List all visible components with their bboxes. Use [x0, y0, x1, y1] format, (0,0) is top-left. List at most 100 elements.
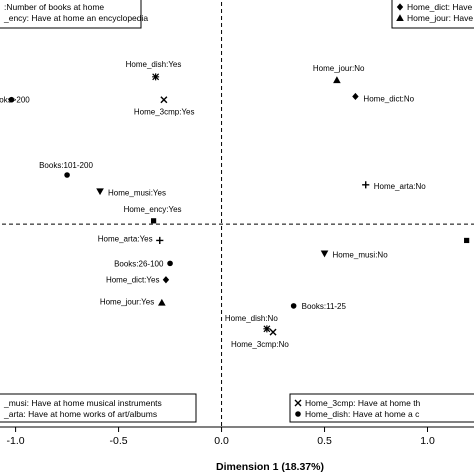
legend-entry-text: :Number of books at home — [4, 2, 104, 12]
point-group: Home_dish:Yes — [126, 60, 182, 81]
point-group: Books:26-100 — [114, 259, 173, 268]
legend-marker-shape — [396, 14, 404, 21]
point-marker-shape — [152, 73, 160, 81]
legend-marker — [295, 411, 301, 417]
legend-marker-shape — [396, 3, 404, 11]
point-marker — [96, 188, 104, 196]
point-label: Home_musi:Yes — [108, 188, 166, 197]
legend-entry-text: _musi: Have at home musical instruments — [3, 398, 162, 408]
point-group: Home_dict:No — [352, 92, 415, 103]
point-marker — [156, 236, 164, 245]
x-tick-label: 1.0 — [420, 435, 435, 447]
point-marker — [362, 181, 370, 189]
plot-border — [0, 426, 474, 428]
x-tick-label: -1.0 — [7, 435, 25, 447]
legend-entry-text: Home_dish: Have at home a c — [305, 409, 420, 419]
legends: :Number of books at home_ency: Have at h… — [0, 0, 474, 423]
point-marker — [263, 325, 271, 333]
point-label: Home_ency:Yes — [124, 205, 182, 214]
point-group: Home_arta:Yes — [98, 234, 164, 245]
point-group: Books:101-200 — [39, 161, 93, 178]
point-group: Home_dish:No — [225, 314, 278, 333]
point-label: Home_dict:No — [363, 94, 414, 103]
point-group: Home_musi:No — [320, 250, 389, 260]
legend-box — [0, 0, 142, 29]
point-label: Home_dish:Yes — [126, 60, 182, 69]
point-marker-shape — [333, 76, 341, 84]
point-marker-shape — [96, 188, 104, 196]
point-marker-shape — [320, 250, 329, 258]
x-axis-label: Dimension 1 (18.37%) — [216, 461, 324, 473]
point-group: Home_arta:No — [362, 181, 426, 191]
point-marker-shape — [150, 218, 157, 224]
point-group: He — [464, 237, 470, 244]
x-tick-label: 0.5 — [317, 435, 332, 447]
legend-box — [289, 393, 474, 423]
point-group: Home_jour:No — [313, 64, 365, 84]
point-group: Home_ency:Yes — [124, 205, 182, 224]
point-label: Books>200 — [0, 96, 30, 105]
point-marker-shape — [167, 260, 173, 267]
point-marker — [152, 73, 160, 81]
point-group: Home_jour:Yes — [100, 298, 166, 307]
point-marker-shape — [156, 236, 164, 245]
point-marker-shape — [362, 181, 370, 189]
point-label: Home_arta:No — [374, 182, 427, 191]
point-label: Books:11-25 — [302, 302, 347, 311]
point-marker-shape — [263, 325, 271, 333]
point-label: Books:101-200 — [39, 161, 93, 170]
point-label: Home_musi:No — [333, 251, 389, 260]
point-marker-shape — [464, 237, 470, 244]
data-points: Home_dish:Yes Home_3cmp:Yes Books>200 Books… — [0, 60, 470, 349]
x-tick-label: 0.0 — [214, 435, 229, 447]
point-marker — [333, 76, 341, 84]
point-group: Home_3cmp:No — [231, 328, 289, 349]
point-marker — [352, 92, 359, 101]
point-label: Home_3cmp:No — [231, 340, 289, 349]
point-marker-shape — [162, 276, 170, 284]
legend-marker — [396, 14, 404, 21]
point-marker — [162, 276, 170, 284]
point-group: Home_dict:Yes — [106, 276, 170, 285]
reference-lines — [0, 0, 474, 427]
point-group: Home_3cmp:Yes — [134, 96, 195, 117]
point-marker — [8, 96, 15, 103]
x-tick-label: -0.5 — [110, 435, 128, 447]
point-label: Home_dish:No — [225, 314, 278, 323]
point-label: Home_arta:Yes — [98, 234, 153, 243]
x-axis: -1.0 -0.5 0.0 0.5 1.0 — [7, 427, 435, 447]
point-label: Home_jour:Yes — [100, 298, 154, 307]
legend-box — [391, 0, 474, 29]
point-marker-shape — [8, 96, 15, 103]
point-marker — [160, 96, 168, 104]
point-marker-shape — [160, 96, 168, 104]
point-marker — [464, 237, 470, 244]
legend-marker — [294, 399, 302, 407]
point-marker-shape — [290, 303, 297, 309]
point-marker-shape — [269, 328, 277, 336]
legend-bottom-left: _musi: Have at home musical instruments_… — [0, 393, 197, 423]
legend-marker — [396, 3, 404, 11]
point-marker — [158, 298, 166, 306]
point-marker-shape — [158, 298, 166, 306]
legend-entry-text: _arta: Have at home works of art/albums — [3, 409, 157, 419]
point-marker — [64, 172, 70, 178]
point-marker — [320, 250, 329, 258]
point-marker — [269, 328, 277, 336]
point-marker — [150, 218, 157, 224]
plot-frame — [0, 426, 474, 428]
legend-entry-text: Home_3cmp: Have at home th — [305, 398, 421, 408]
legend-top-left: :Number of books at home_ency: Have at h… — [0, 0, 148, 29]
point-group: Books:11-25 — [290, 302, 347, 311]
point-group: Books>200 — [0, 96, 30, 105]
legend-marker-shape — [295, 411, 301, 417]
legend-marker-shape — [294, 399, 302, 407]
point-label: Books:26-100 — [114, 259, 164, 268]
point-label: Home_dict:Yes — [106, 276, 160, 285]
point-group: Home_musi:Yes — [96, 188, 166, 197]
point-marker — [167, 260, 173, 267]
legend-entry-text: _ency: Have at home an encyclopedia — [3, 13, 148, 23]
